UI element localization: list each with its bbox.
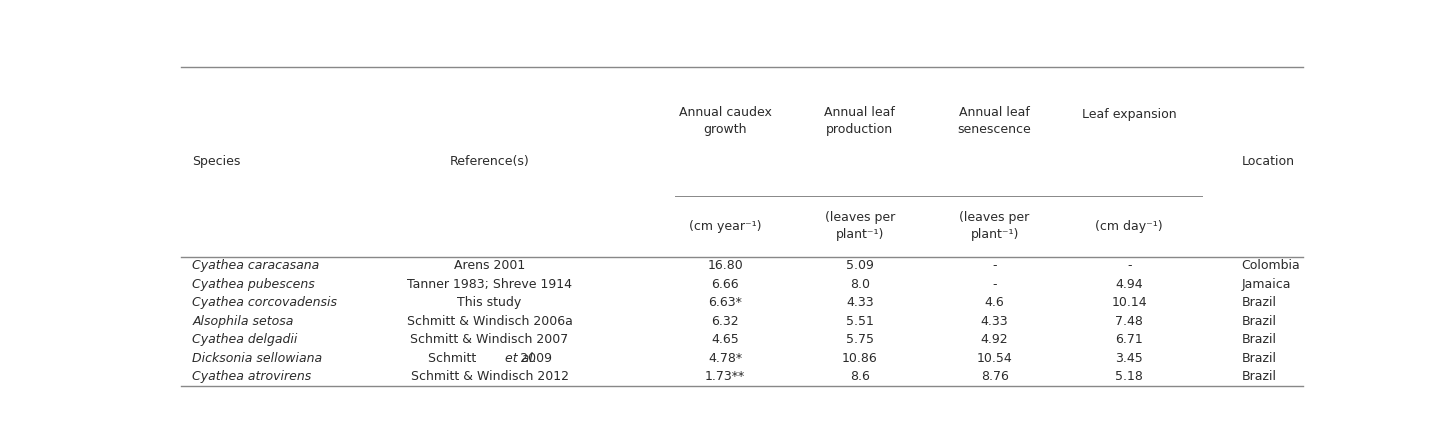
Text: 5.18: 5.18 [1115,370,1144,383]
Text: Schmitt & Windisch 2007: Schmitt & Windisch 2007 [410,333,569,346]
Text: (leaves per
plant⁻¹): (leaves per plant⁻¹) [825,211,895,241]
Text: Tanner 1983; Shreve 1914: Tanner 1983; Shreve 1914 [407,278,572,291]
Text: 4.65: 4.65 [711,333,738,346]
Text: 6.63*: 6.63* [708,296,743,309]
Text: 4.33: 4.33 [980,315,1008,328]
Text: 10.14: 10.14 [1112,296,1147,309]
Text: Annual leaf
production: Annual leaf production [824,106,895,136]
Text: (leaves per
plant⁻¹): (leaves per plant⁻¹) [960,211,1030,241]
Text: Species: Species [193,155,240,168]
Text: 6.32: 6.32 [711,315,738,328]
Text: Reference(s): Reference(s) [450,155,530,168]
Text: et al.: et al. [505,351,537,365]
Text: (cm year⁻¹): (cm year⁻¹) [689,220,762,232]
Text: -: - [992,259,996,273]
Text: Annual leaf
senescence: Annual leaf senescence [957,106,1031,136]
Text: Location: Location [1241,155,1295,168]
Text: 8.0: 8.0 [850,278,870,291]
Text: Dicksonia sellowiana: Dicksonia sellowiana [193,351,323,365]
Text: -: - [992,278,996,291]
Text: 5.75: 5.75 [846,333,875,346]
Text: Jamaica: Jamaica [1241,278,1292,291]
Text: 5.09: 5.09 [846,259,875,273]
Text: 8.76: 8.76 [980,370,1009,383]
Text: 16.80: 16.80 [708,259,743,273]
Text: 6.66: 6.66 [711,278,738,291]
Text: 5.51: 5.51 [846,315,875,328]
Text: 7.48: 7.48 [1115,315,1144,328]
Text: Schmitt & Windisch 2006a: Schmitt & Windisch 2006a [407,315,572,328]
Text: Cyathea delgadii: Cyathea delgadii [193,333,298,346]
Text: Alsophila setosa: Alsophila setosa [193,315,294,328]
Text: Annual caudex
growth: Annual caudex growth [679,106,772,136]
Text: Brazil: Brazil [1241,296,1277,309]
Text: Arens 2001: Arens 2001 [455,259,526,273]
Text: Schmitt & Windisch 2012: Schmitt & Windisch 2012 [411,370,569,383]
Text: Cyathea atrovirens: Cyathea atrovirens [193,370,311,383]
Text: Leaf expansion: Leaf expansion [1082,108,1177,120]
Text: 8.6: 8.6 [850,370,870,383]
Text: 6.71: 6.71 [1115,333,1142,346]
Text: 10.86: 10.86 [843,351,877,365]
Text: Cyathea caracasana: Cyathea caracasana [193,259,320,273]
Text: 4.94: 4.94 [1115,278,1142,291]
Text: -: - [1127,259,1131,273]
Text: Brazil: Brazil [1241,370,1277,383]
Text: 4.33: 4.33 [846,296,873,309]
Text: Colombia: Colombia [1241,259,1300,273]
Text: 1.73**: 1.73** [705,370,746,383]
Text: Brazil: Brazil [1241,315,1277,328]
Text: 4.92: 4.92 [980,333,1008,346]
Text: Cyathea pubescens: Cyathea pubescens [193,278,316,291]
Text: 10.54: 10.54 [977,351,1012,365]
Text: 4.6: 4.6 [985,296,1005,309]
Text: Brazil: Brazil [1241,333,1277,346]
Text: 4.78*: 4.78* [708,351,743,365]
Text: 3.45: 3.45 [1115,351,1142,365]
Text: This study: This study [458,296,521,309]
Text: Schmitt           2009: Schmitt 2009 [427,351,552,365]
Text: Cyathea corcovadensis: Cyathea corcovadensis [193,296,337,309]
Text: Brazil: Brazil [1241,351,1277,365]
Text: (cm day⁻¹): (cm day⁻¹) [1096,220,1163,232]
